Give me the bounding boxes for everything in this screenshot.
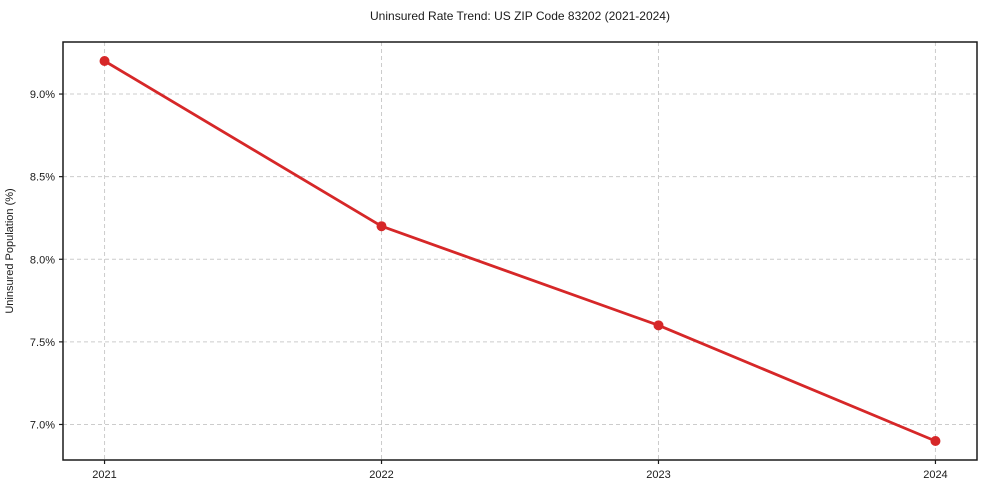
y-tick-label: 7.5% xyxy=(30,337,55,349)
x-tick-label: 2023 xyxy=(646,469,670,481)
data-point-marker xyxy=(99,56,110,66)
y-tick-label: 8.5% xyxy=(30,172,55,184)
plot-border xyxy=(62,41,978,461)
plot-generated-content: 7.0% 7.5% 8.0% 8.5% 9.0% 2021 2022 2023 2024 xyxy=(30,41,978,481)
x-tick-label: 2022 xyxy=(369,469,393,481)
y-tick-label: 7.0% xyxy=(30,419,55,431)
data-point-marker xyxy=(376,221,387,232)
data-point-marker xyxy=(930,436,941,446)
x-tick-label: 2021 xyxy=(92,469,116,481)
trend-line xyxy=(103,59,937,443)
y-axis-label: Uninsured Population (%) xyxy=(4,188,16,313)
y-tick-label: 8.0% xyxy=(30,254,55,266)
chart-title: Uninsured Rate Trend: US ZIP Code 83202 … xyxy=(370,9,670,23)
data-point-marker xyxy=(653,320,664,331)
y-tick-label: 9.0% xyxy=(30,89,55,101)
x-tick-label: 2024 xyxy=(923,469,947,481)
